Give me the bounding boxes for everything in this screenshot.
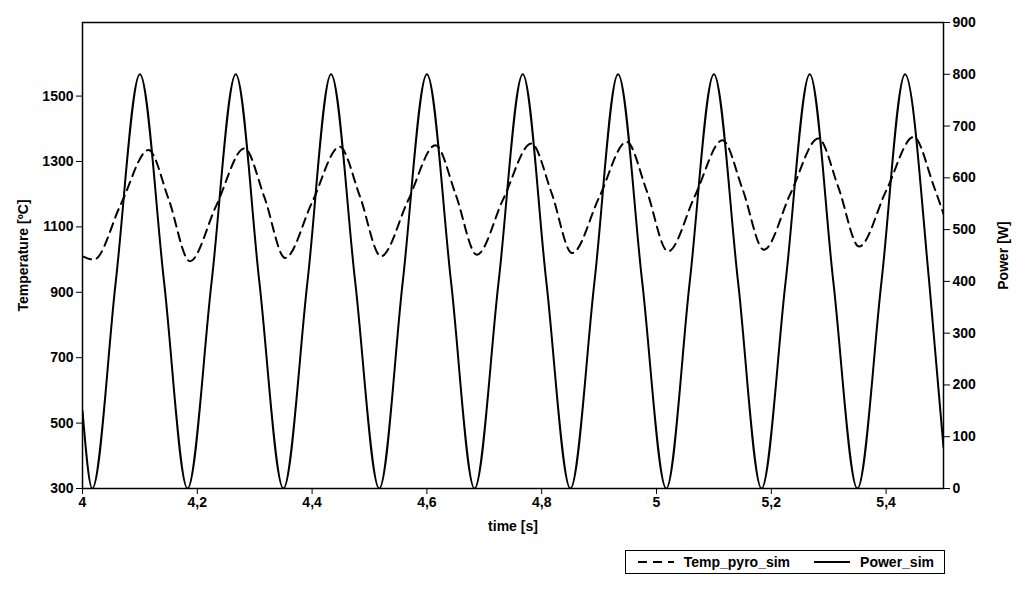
svg-text:4: 4 [79,494,87,510]
svg-text:1300: 1300 [42,153,73,169]
svg-text:1500: 1500 [42,88,73,104]
svg-text:900: 900 [50,284,74,300]
svg-text:Temperature [ºC]: Temperature [ºC] [15,199,31,311]
svg-text:800: 800 [953,66,977,82]
svg-text:300: 300 [50,480,74,496]
svg-text:time [s]: time [s] [488,518,538,534]
svg-text:5,2: 5,2 [762,494,782,510]
svg-text:4,8: 4,8 [532,494,552,510]
svg-text:4,4: 4,4 [302,494,322,510]
svg-text:500: 500 [50,415,74,431]
html-text:Power_sim: Power_sim [860,554,934,570]
svg-text:200: 200 [953,376,977,392]
svg-text:5,4: 5,4 [876,494,896,510]
svg-text:500: 500 [953,221,977,237]
svg-text:Power [W]: Power [W] [995,221,1011,289]
svg-text:4,2: 4,2 [188,494,208,510]
svg-text:900: 900 [953,14,977,30]
svg-text:1100: 1100 [43,218,74,234]
svg-text:300: 300 [953,325,977,341]
html-text:Temp_pyro_sim: Temp_pyro_sim [683,554,791,570]
svg-text:600: 600 [953,169,977,185]
svg-text:5: 5 [653,494,661,510]
svg-text:700: 700 [50,349,74,365]
svg-text:100: 100 [953,428,977,444]
svg-text:0: 0 [953,480,961,496]
svg-text:4,6: 4,6 [417,494,437,510]
svg-text:700: 700 [953,118,977,134]
svg-text:400: 400 [953,273,977,289]
